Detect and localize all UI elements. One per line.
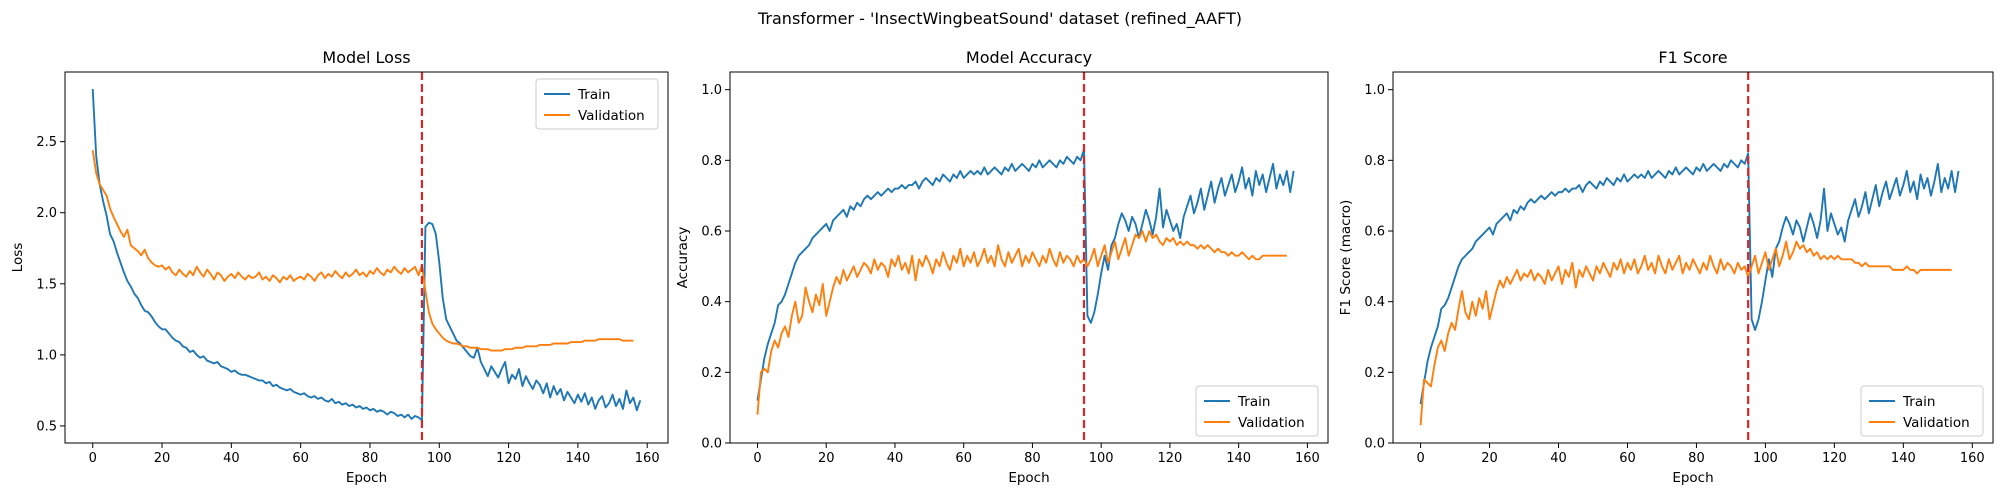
x-tick-label: 40 (1550, 451, 1567, 466)
legend: Train Validation (1860, 385, 1984, 437)
x-tick-label: 20 (1481, 451, 1498, 466)
x-tick-label: 80 (1688, 451, 1705, 466)
axes-frame (64, 71, 669, 444)
x-tick-label: 140 (1226, 451, 1251, 466)
x-tick-label: 0 (753, 451, 761, 466)
series-line-validation (756, 230, 1287, 415)
x-tick-label: 120 (1822, 451, 1847, 466)
y-tick-label: 2.5 (36, 135, 57, 150)
x-axis-label: Epoch (346, 470, 387, 486)
x-tick-label: 60 (1619, 451, 1636, 466)
legend-box (535, 78, 659, 130)
plots-group: 0 20 40 60 80 100 120 140 160 0.5 1.0 1.5 2.0 2.5 Mode… (10, 48, 1994, 486)
x-tick-label: 120 (1157, 451, 1182, 466)
series-line-validation (91, 150, 634, 352)
x-tick-label: 80 (1024, 451, 1041, 466)
x-axis-label: Epoch (1672, 470, 1713, 486)
y-tick-label: 0.0 (1364, 437, 1385, 452)
y-tick-label: 0.2 (1364, 366, 1385, 381)
x-tick-label: 100 (1089, 451, 1114, 466)
y-tick-label: 1.0 (1364, 83, 1385, 98)
y-tick-label: 0.5 (36, 419, 57, 434)
y-tick-label: 0.8 (701, 154, 722, 169)
legend-box (1195, 385, 1319, 437)
y-tick-label: 1.0 (36, 348, 57, 363)
x-tick-label: 120 (496, 451, 521, 466)
x-tick-label: 20 (818, 451, 835, 466)
chart-title: Model Accuracy (966, 48, 1092, 67)
x-tick-label: 40 (223, 451, 240, 466)
y-tick-label: 0.4 (701, 295, 722, 310)
y-tick-label: 0.6 (1364, 225, 1385, 240)
x-tick-label: 140 (565, 451, 590, 466)
x-tick-label: 0 (1416, 451, 1424, 466)
x-tick-label: 100 (427, 451, 452, 466)
y-tick-label: 1.5 (36, 277, 57, 292)
x-tick-label: 160 (1295, 451, 1320, 466)
legend-label: Train (1902, 394, 1935, 410)
axes-frame (1392, 71, 1994, 444)
y-tick-label: 0.6 (701, 225, 722, 240)
legend-box (1860, 385, 1984, 437)
series-line-train (91, 89, 642, 422)
legend: Train Validation (535, 78, 659, 130)
chart-2: 0 20 40 60 80 100 120 140 160 0.0 0.2 0.4 0.6 0.8 1.0 M… (675, 48, 1329, 486)
y-tick-label: 0.0 (701, 437, 722, 452)
y-axis-label: Loss (10, 243, 26, 273)
x-tick-label: 140 (1891, 451, 1916, 466)
series-line-train (1419, 152, 1960, 405)
y-axis-label: Accuracy (675, 227, 691, 289)
legend-label: Validation (578, 108, 645, 124)
y-tick-label: 0.8 (1364, 154, 1385, 169)
legend: Train Validation (1195, 385, 1319, 437)
axes-frame (729, 71, 1329, 444)
legend-label: Validation (1238, 415, 1305, 431)
chart-3: 0 20 40 60 80 100 120 140 160 0.0 0.2 0.4 0.6 0.8 1.0 F… (1338, 48, 1994, 486)
x-tick-label: 40 (887, 451, 904, 466)
y-tick-label: 0.2 (701, 366, 722, 381)
x-tick-label: 80 (362, 451, 379, 466)
y-axis-label: F1 Score (macro) (1338, 200, 1354, 316)
x-axis-label: Epoch (1008, 470, 1049, 486)
chart-title: F1 Score (1658, 48, 1727, 67)
y-tick-label: 0.4 (1364, 295, 1385, 310)
x-tick-label: 100 (1753, 451, 1778, 466)
legend-label: Validation (1903, 415, 1970, 431)
x-tick-label: 0 (89, 451, 97, 466)
y-tick-label: 2.0 (36, 206, 57, 221)
x-tick-label: 160 (635, 451, 660, 466)
x-tick-label: 20 (154, 451, 171, 466)
legend-label: Train (1237, 394, 1270, 410)
series-line-train (756, 148, 1295, 401)
chart-1: 0 20 40 60 80 100 120 140 160 0.5 1.0 1.5 2.0 2.5 Mode… (10, 48, 669, 486)
chart-title: Model Loss (322, 48, 410, 67)
x-tick-label: 60 (292, 451, 309, 466)
figure-suptitle: Transformer - 'InsectWingbeatSound' data… (757, 9, 1242, 29)
series-line-validation (1419, 240, 1952, 426)
x-tick-label: 60 (955, 451, 972, 466)
x-tick-label: 160 (1960, 451, 1985, 466)
legend-label: Train (577, 87, 610, 103)
y-tick-label: 1.0 (701, 83, 722, 98)
